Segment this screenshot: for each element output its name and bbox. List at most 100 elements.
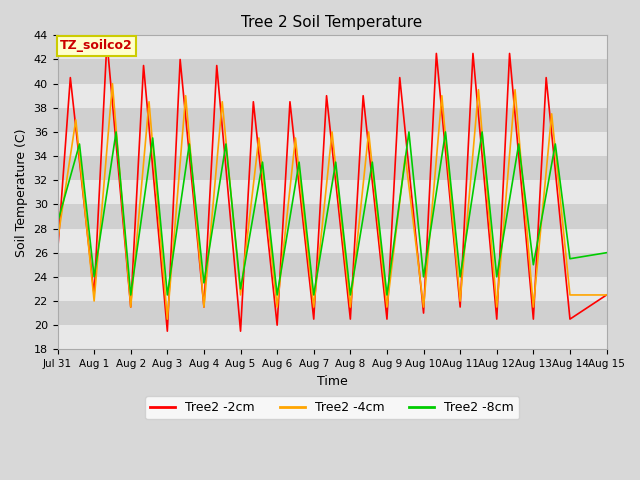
- Tree2 -2cm: [273, 322, 281, 328]
- Legend: Tree2 -2cm, Tree2 -4cm, Tree2 -8cm: Tree2 -2cm, Tree2 -4cm, Tree2 -8cm: [145, 396, 519, 420]
- Tree2 -8cm: [369, 159, 376, 165]
- Tree2 -4cm: [365, 129, 372, 135]
- Tree2 -8cm: [295, 159, 303, 165]
- Tree2 -2cm: [346, 316, 354, 322]
- Tree2 -8cm: [552, 141, 559, 147]
- Bar: [58, 156, 607, 180]
- Tree2 -4cm: [383, 304, 391, 310]
- Tree2 -8cm: [515, 141, 522, 147]
- Tree2 -8cm: [405, 129, 413, 135]
- Tree2 -8cm: [310, 292, 317, 298]
- Tree2 -4cm: [548, 111, 556, 117]
- Tree2 -2cm: [67, 75, 74, 81]
- Tree2 -4cm: [145, 99, 153, 105]
- Y-axis label: Soil Temperature (C): Soil Temperature (C): [15, 128, 28, 257]
- Tree2 -4cm: [328, 129, 336, 135]
- Tree2 -4cm: [310, 304, 317, 310]
- Tree2 -8cm: [200, 280, 208, 286]
- Tree2 -8cm: [383, 292, 391, 298]
- Text: TZ_soilco2: TZ_soilco2: [60, 39, 133, 52]
- Tree2 -2cm: [506, 50, 513, 56]
- Tree2 -4cm: [438, 93, 445, 98]
- Tree2 -2cm: [310, 316, 317, 322]
- Bar: [58, 60, 607, 84]
- Tree2 -2cm: [566, 316, 574, 322]
- Tree2 -8cm: [273, 292, 281, 298]
- Tree2 -2cm: [433, 50, 440, 56]
- Bar: [58, 277, 607, 301]
- Tree2 -8cm: [149, 135, 157, 141]
- Tree2 -4cm: [54, 238, 61, 243]
- Tree2 -8cm: [493, 274, 500, 280]
- X-axis label: Time: Time: [317, 374, 348, 387]
- Tree2 -2cm: [213, 63, 221, 69]
- Tree2 -4cm: [127, 304, 134, 310]
- Tree2 -2cm: [396, 75, 404, 81]
- Tree2 -8cm: [566, 256, 574, 262]
- Title: Tree 2 Soil Temperature: Tree 2 Soil Temperature: [241, 15, 422, 30]
- Tree2 -8cm: [603, 250, 611, 255]
- Tree2 -8cm: [186, 141, 193, 147]
- Tree2 -4cm: [420, 304, 428, 310]
- Tree2 -4cm: [401, 153, 409, 159]
- Tree2 -2cm: [529, 316, 537, 322]
- Tree2 -8cm: [90, 274, 98, 280]
- Tree2 -2cm: [176, 57, 184, 62]
- Tree2 -2cm: [469, 50, 477, 56]
- Tree2 -2cm: [54, 250, 61, 255]
- Tree2 -2cm: [163, 328, 171, 334]
- Tree2 -2cm: [359, 93, 367, 98]
- Bar: [58, 301, 607, 325]
- Tree2 -2cm: [493, 316, 500, 322]
- Tree2 -2cm: [127, 304, 134, 310]
- Tree2 -4cm: [273, 304, 281, 310]
- Tree2 -8cm: [332, 159, 340, 165]
- Tree2 -4cm: [237, 292, 244, 298]
- Tree2 -2cm: [237, 328, 244, 334]
- Tree2 -8cm: [529, 262, 537, 268]
- Tree2 -8cm: [420, 274, 428, 280]
- Line: Tree2 -4cm: Tree2 -4cm: [58, 84, 607, 319]
- Tree2 -8cm: [112, 129, 120, 135]
- Tree2 -2cm: [456, 304, 464, 310]
- Tree2 -8cm: [237, 286, 244, 292]
- Tree2 -2cm: [603, 292, 611, 298]
- Tree2 -8cm: [442, 129, 449, 135]
- Bar: [58, 36, 607, 60]
- Tree2 -8cm: [54, 220, 61, 226]
- Tree2 -4cm: [529, 304, 537, 310]
- Tree2 -2cm: [200, 304, 208, 310]
- Tree2 -2cm: [250, 99, 257, 105]
- Bar: [58, 325, 607, 349]
- Bar: [58, 84, 607, 108]
- Tree2 -4cm: [163, 316, 171, 322]
- Tree2 -4cm: [511, 87, 519, 93]
- Line: Tree2 -8cm: Tree2 -8cm: [58, 132, 607, 295]
- Tree2 -2cm: [420, 310, 428, 316]
- Tree2 -4cm: [566, 292, 574, 298]
- Tree2 -4cm: [182, 93, 189, 98]
- Bar: [58, 252, 607, 277]
- Tree2 -8cm: [163, 292, 171, 298]
- Tree2 -4cm: [292, 135, 300, 141]
- Tree2 -4cm: [218, 99, 226, 105]
- Tree2 -2cm: [286, 99, 294, 105]
- Tree2 -4cm: [255, 135, 262, 141]
- Bar: [58, 228, 607, 252]
- Tree2 -2cm: [323, 93, 330, 98]
- Bar: [58, 180, 607, 204]
- Tree2 -8cm: [346, 292, 354, 298]
- Tree2 -2cm: [90, 292, 98, 298]
- Tree2 -4cm: [200, 304, 208, 310]
- Tree2 -8cm: [456, 274, 464, 280]
- Bar: [58, 132, 607, 156]
- Tree2 -2cm: [542, 75, 550, 81]
- Tree2 -4cm: [493, 304, 500, 310]
- Tree2 -4cm: [109, 81, 116, 86]
- Tree2 -8cm: [478, 129, 486, 135]
- Bar: [58, 108, 607, 132]
- Line: Tree2 -2cm: Tree2 -2cm: [58, 41, 607, 331]
- Tree2 -4cm: [475, 87, 483, 93]
- Bar: [58, 204, 607, 228]
- Tree2 -4cm: [90, 298, 98, 304]
